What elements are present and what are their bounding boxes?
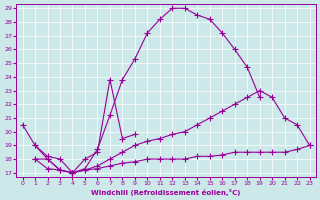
X-axis label: Windchill (Refroidissement éolien,°C): Windchill (Refroidissement éolien,°C) xyxy=(92,189,241,196)
